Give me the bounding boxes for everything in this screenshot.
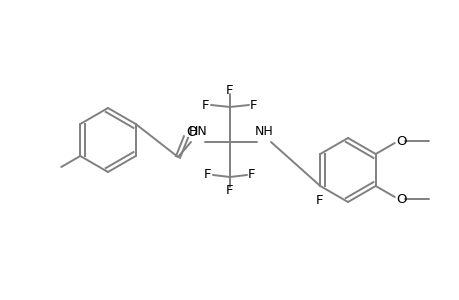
Text: F: F [226, 83, 233, 97]
Text: NH: NH [254, 124, 273, 137]
Text: HN: HN [188, 124, 207, 137]
Text: F: F [248, 169, 255, 182]
Text: F: F [250, 98, 257, 112]
Text: F: F [315, 194, 322, 206]
Text: F: F [202, 98, 209, 112]
Text: O: O [396, 134, 406, 148]
Text: O: O [396, 193, 406, 206]
Text: F: F [204, 169, 211, 182]
Text: O: O [186, 125, 197, 139]
Text: F: F [226, 184, 233, 197]
